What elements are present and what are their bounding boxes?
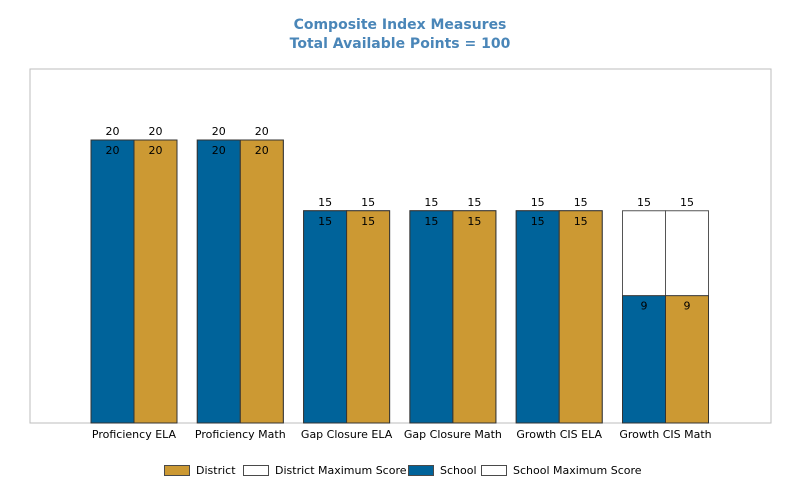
legend-item-school-max: School Maximum Score [481,464,642,477]
legend-item-district-max: District Maximum Score [243,464,407,477]
max-data-label: 15 [574,196,588,209]
max-data-label: 15 [467,196,481,209]
legend-label-district-max: District Maximum Score [275,464,407,477]
max-data-label: 15 [361,196,375,209]
legend-label-school-max: School Maximum Score [513,464,642,477]
bar-district-value [558,210,603,424]
x-tick-label: Gap Closure ELA [301,428,393,441]
chart-subtitle: Total Available Points = 100 [289,36,511,52]
value-data-label: 15 [574,215,588,228]
max-data-label: 15 [531,196,545,209]
legend-label-district: District [196,464,236,477]
value-data-label: 20 [212,144,226,157]
bar-school-value [409,210,454,424]
bar-district-value [346,210,391,424]
legend-item-district: District [164,464,236,477]
legend-item-school: School [408,464,477,477]
bar-district-value [452,210,497,424]
value-data-label: 15 [424,215,438,228]
value-data-label: 20 [106,144,120,157]
bar-district-value [239,139,284,424]
legend-swatch-district [164,465,190,476]
max-data-label: 20 [106,125,120,138]
bar-district-value [133,139,178,424]
value-data-label: 9 [641,300,648,313]
bar-chart: 20 20 20 20 Proficiency ELA 20 20 20 20 Proficien… [29,68,772,441]
value-data-label: 20 [149,144,163,157]
max-data-label: 20 [149,125,163,138]
legend: District District Maximum Score School S… [0,464,800,480]
value-data-label: 15 [531,215,545,228]
value-data-label: 15 [467,215,481,228]
bars-layer: 20 20 20 20 Proficiency ELA 20 20 20 20 Proficien… [90,125,712,441]
bar-school-value [515,210,560,424]
bar-school-value [303,210,348,424]
bar-school-value [622,295,666,424]
value-data-label: 15 [361,215,375,228]
bar-district-value [665,295,709,424]
chart-title: Composite Index Measures [293,17,507,33]
max-data-label: 15 [424,196,438,209]
value-data-label: 9 [684,300,691,313]
plot-area-frame [29,68,772,424]
max-data-label: 15 [680,196,694,209]
x-tick-label: Gap Closure Math [404,428,502,441]
value-data-label: 20 [255,144,269,157]
max-data-label: 15 [318,196,332,209]
legend-swatch-district-max [243,465,269,476]
x-tick-label: Proficiency ELA [92,428,177,441]
x-tick-label: Growth CIS Math [619,428,711,441]
value-data-label: 15 [318,215,332,228]
legend-label-school: School [440,464,477,477]
bar-school-value [90,139,135,424]
max-data-label: 20 [212,125,226,138]
legend-swatch-school [408,465,434,476]
x-tick-label: Growth CIS ELA [516,428,602,441]
x-tick-label: Proficiency Math [195,428,286,441]
bar-school-value [196,139,241,424]
max-data-label: 15 [637,196,651,209]
max-data-label: 20 [255,125,269,138]
legend-swatch-school-max [481,465,507,476]
